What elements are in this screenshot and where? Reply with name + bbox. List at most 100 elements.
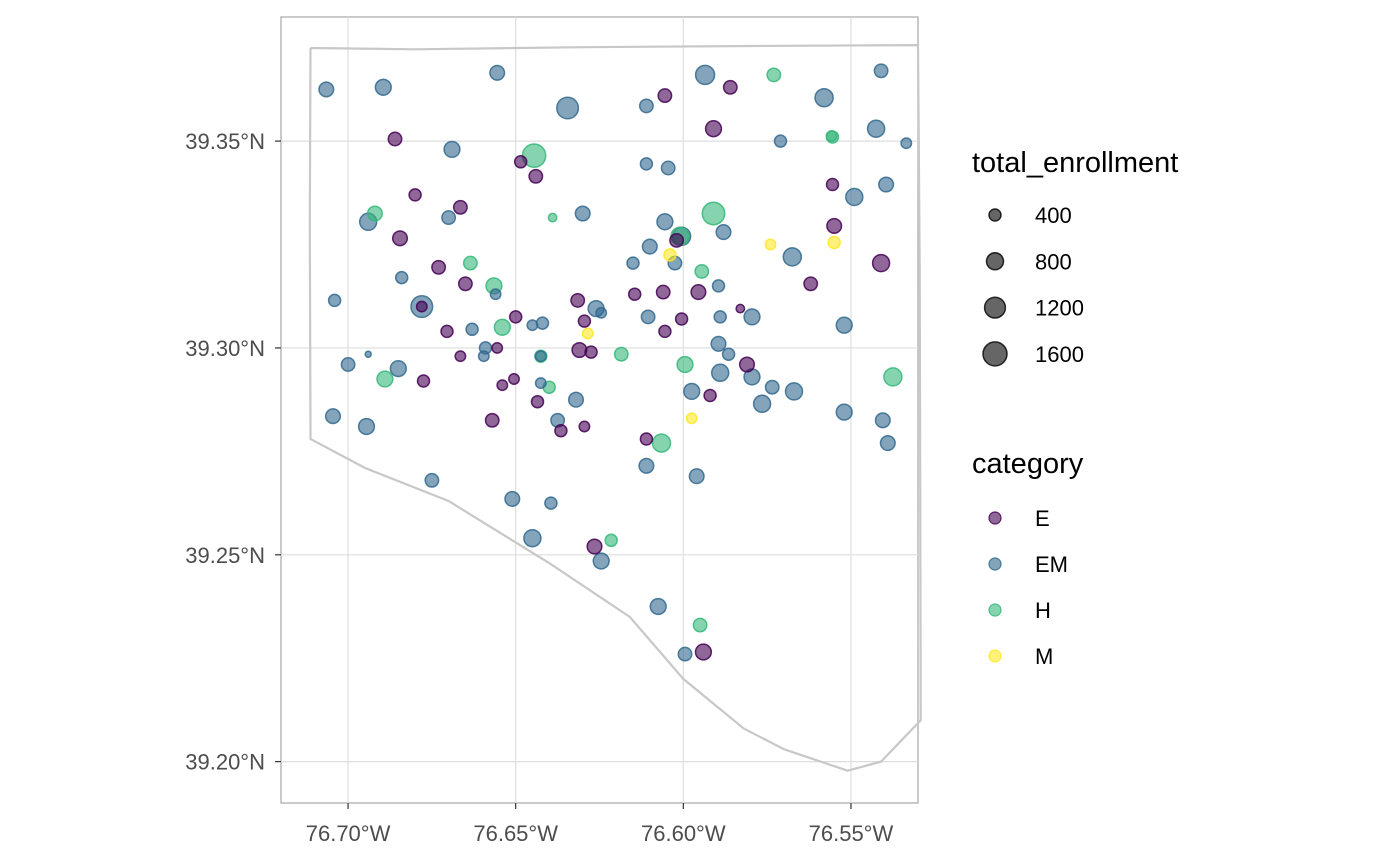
school-point-e [508, 373, 520, 385]
school-point-e [735, 303, 746, 314]
school-point-e [387, 131, 403, 147]
school-point-em [713, 310, 727, 324]
school-point-e [825, 177, 840, 192]
school-point-e [431, 259, 447, 275]
size-legend-label: 1600 [1035, 342, 1084, 367]
gridlines [281, 17, 918, 803]
school-point-h [493, 318, 511, 336]
school-points [318, 63, 913, 662]
school-point-e [655, 284, 671, 300]
school-point-em [364, 350, 372, 358]
plot-panel [280, 16, 919, 804]
school-point-e [491, 341, 504, 354]
school-point-em [639, 157, 654, 171]
school-point-em [845, 187, 864, 207]
school-point-em [900, 137, 913, 150]
school-point-e [416, 374, 431, 388]
school-point-e [454, 350, 467, 363]
school-point-em [489, 288, 502, 301]
school-point-em [835, 403, 853, 421]
school-point-h [694, 263, 710, 279]
school-point-em [394, 270, 409, 285]
school-point-em [489, 64, 506, 81]
size-legend-label: 800 [1035, 249, 1072, 274]
school-point-em [711, 279, 726, 293]
school-point-h [376, 370, 394, 388]
school-point-em [340, 357, 356, 372]
school-point-em [374, 78, 392, 96]
school-point-em [879, 435, 896, 452]
school-point-em [649, 597, 667, 616]
school-point-e [639, 432, 654, 446]
school-point-m [685, 412, 698, 425]
school-point-e [694, 643, 713, 661]
school-point-em [556, 96, 580, 120]
school-point-em [465, 322, 479, 337]
school-point-h [766, 67, 782, 83]
school-point-e [627, 287, 642, 301]
school-point-e [570, 292, 586, 308]
school-point-em [677, 646, 693, 662]
y-tick-label-3: 39.20°N [185, 750, 265, 775]
school-point-em [866, 119, 886, 138]
school-point-em [640, 309, 656, 325]
school-point-m [581, 327, 594, 340]
school-point-e [674, 312, 689, 326]
color-legend-label-m: M [1035, 644, 1053, 669]
size-legend-items: 400 800 1200 1600 [982, 203, 1084, 367]
size-legend-label: 400 [1035, 203, 1072, 228]
school-point-em [835, 316, 853, 334]
color-legend-key-em [988, 557, 1002, 571]
school-point-em [441, 210, 457, 226]
school-point-em [534, 377, 547, 390]
school-point-em [656, 213, 674, 231]
size-legend-key [988, 208, 1002, 222]
school-point-em [526, 319, 539, 332]
county-boundary [308, 43, 922, 772]
size-legend-label: 1200 [1035, 296, 1084, 321]
y-tick-label-0: 39.35°N [185, 129, 265, 154]
color-legend-key-h [988, 603, 1002, 617]
school-point-em [773, 134, 788, 148]
school-point-em [318, 81, 335, 98]
school-point-h [604, 533, 618, 548]
school-point-h [692, 617, 708, 633]
school-point-em [443, 140, 461, 159]
school-point-e [452, 199, 468, 215]
school-point-em [683, 382, 701, 401]
school-point-em [710, 335, 727, 352]
color-legend-label-e: E [1035, 506, 1050, 531]
school-point-em [389, 359, 407, 378]
y-axis-ticks: 39.35°N 39.30°N 39.25°N 39.20°N [185, 129, 281, 775]
school-point-em [567, 391, 585, 408]
school-point-e [669, 232, 685, 248]
school-point-e [484, 412, 500, 428]
school-point-em [660, 160, 676, 176]
school-point-e [703, 388, 717, 403]
school-point-em [424, 472, 440, 488]
y-tick-label-2: 39.25°N [185, 543, 265, 568]
school-point-e [496, 379, 509, 392]
school-point-e [440, 324, 454, 339]
school-point-e [528, 168, 544, 184]
school-point-e [508, 310, 523, 324]
school-point-e [690, 284, 707, 301]
school-point-h [883, 367, 903, 387]
x-axis-ticks: 76.70°W 76.65°W 76.60°W 76.55°W [306, 803, 893, 846]
school-point-em [626, 256, 640, 270]
school-point-em [638, 98, 654, 114]
school-point-e [722, 79, 738, 95]
school-point-e [871, 253, 891, 273]
school-point-em [743, 308, 761, 326]
school-point-e [577, 314, 592, 328]
school-point-em [595, 306, 608, 319]
size-legend-title: total_enrollment [972, 147, 1178, 179]
color-legend-label-h: H [1035, 598, 1051, 623]
school-point-e [408, 188, 422, 202]
size-legend-key [985, 252, 1005, 271]
school-point-e [457, 276, 473, 292]
school-point-e [554, 423, 568, 438]
school-point-em [535, 316, 550, 330]
color-legend: category E EM HM [972, 448, 1084, 669]
